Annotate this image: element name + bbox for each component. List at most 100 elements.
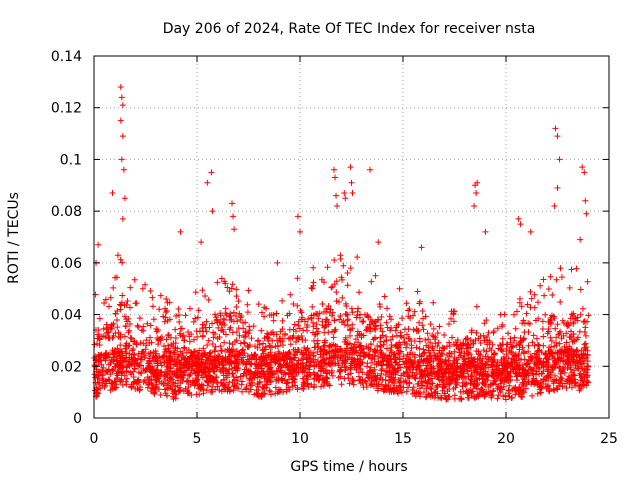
data-point [112,330,119,337]
data-point [321,342,328,349]
data-point [246,377,253,384]
data-point [514,308,521,315]
data-point [283,380,290,387]
data-point [372,272,379,279]
data-point [569,312,576,319]
data-point [380,388,387,395]
data-point [570,320,577,327]
data-point [138,369,145,376]
data-point [498,377,505,384]
data-point [474,356,481,363]
data-point [226,361,233,368]
data-point [161,386,168,393]
data-point [485,389,492,396]
data-point [118,376,125,383]
data-point [321,339,328,346]
data-point [306,356,313,363]
data-point [239,319,246,326]
data-point [477,366,484,373]
data-point [553,334,560,341]
data-point [396,349,403,356]
data-point [220,376,227,383]
data-point [543,359,550,366]
data-point [493,362,500,369]
data-point [359,318,366,325]
data-point [401,339,408,346]
data-point [213,314,220,321]
data-point [114,368,121,375]
data-point [244,342,251,349]
data-point [229,281,236,288]
data-point [405,313,412,320]
data-point [488,393,495,400]
data-point [245,330,252,337]
data-point [165,355,172,362]
data-point [423,385,430,392]
data-point [537,389,544,396]
data-point [520,317,527,324]
data-point [416,393,423,400]
data-point [371,352,378,359]
data-point [405,307,412,314]
data-point [555,331,562,338]
data-point [126,361,133,368]
data-point [499,362,506,369]
data-point [411,351,418,358]
data-point [557,298,564,305]
data-point [477,386,484,393]
data-point [522,378,529,385]
data-point [266,342,273,349]
data-point [568,266,575,273]
data-point [323,305,330,312]
data-point [163,296,170,303]
data-point [191,336,198,343]
data-point [558,335,565,342]
data-point [470,338,477,345]
data-point [491,377,498,384]
data-point [453,357,460,364]
data-point [486,345,493,352]
data-point [578,347,585,354]
data-point [341,190,348,197]
data-point [184,377,191,384]
data-point [483,373,490,380]
data-point [454,362,461,369]
data-point [333,192,340,199]
data-point [229,200,236,207]
data-point [150,316,157,323]
data-point [258,309,265,316]
data-point [417,367,424,374]
data-point [472,367,479,374]
data-point [576,354,583,361]
data-point [166,374,173,381]
data-point [234,367,241,374]
data-point [182,385,189,392]
data-point [198,239,205,246]
data-point [481,362,488,369]
data-point [535,347,542,354]
y-tick-label: 0.12 [51,101,82,117]
data-point [240,339,247,346]
data-point [126,327,133,334]
data-point [172,340,179,347]
data-point [542,311,549,318]
data-point [582,197,589,204]
data-point [318,348,325,355]
data-point [118,377,125,384]
data-point [107,360,114,367]
data-point [568,311,575,318]
data-point [117,342,124,349]
data-point [294,386,301,393]
data-point [418,353,425,360]
data-point [181,368,188,375]
data-point [402,358,409,365]
data-point [434,390,441,397]
data-point [313,321,320,328]
data-point [416,300,423,307]
data-point [260,354,267,361]
data-point [226,370,233,377]
data-point [198,363,205,370]
data-point [503,341,510,348]
data-point [337,354,344,361]
data-point [150,367,157,374]
